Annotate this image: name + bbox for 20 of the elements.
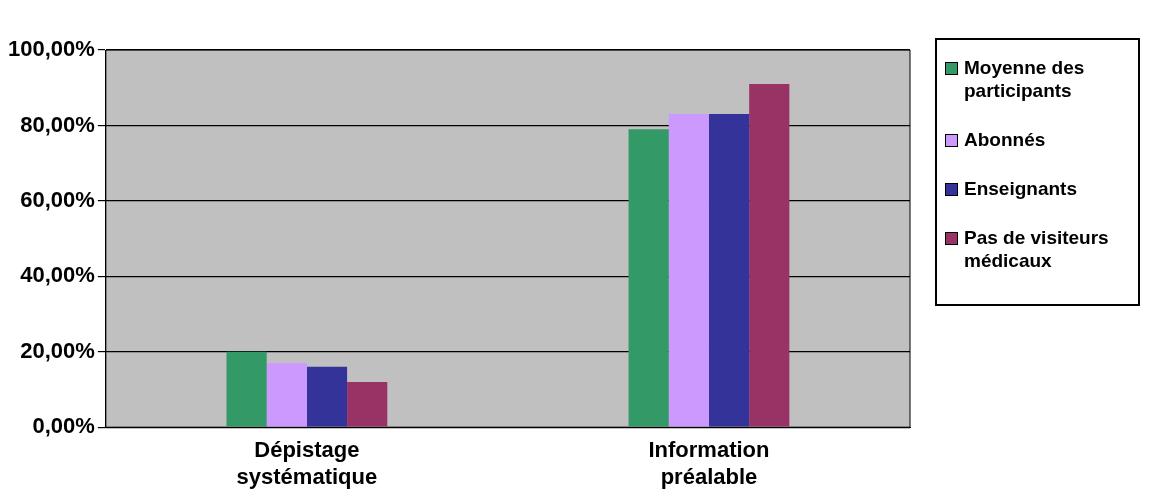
y-tick-label: 20,00%	[20, 337, 95, 363]
legend-label: Abonnés	[964, 128, 1046, 151]
x-tick-label: Information préalable	[648, 437, 770, 489]
x-tick-label: Dépistage systématique	[236, 437, 378, 489]
y-tick-label: 100,00%	[7, 36, 95, 62]
legend-label: Enseignants	[964, 177, 1077, 200]
legend-label: Pas de visiteurs médicaux	[964, 226, 1110, 272]
bar	[347, 381, 388, 427]
bar	[266, 363, 307, 427]
bar	[628, 129, 669, 427]
y-tick-label: 60,00%	[20, 186, 95, 212]
y-tick-label: 80,00%	[20, 111, 95, 137]
y-tick-label: 0,00%	[32, 413, 95, 439]
bar	[749, 83, 790, 427]
bar	[668, 114, 709, 427]
bar	[306, 366, 348, 427]
bar	[708, 114, 750, 427]
bar	[226, 351, 267, 427]
legend-label: Moyenne des participants	[964, 56, 1086, 102]
y-tick-label: 40,00%	[20, 262, 95, 288]
